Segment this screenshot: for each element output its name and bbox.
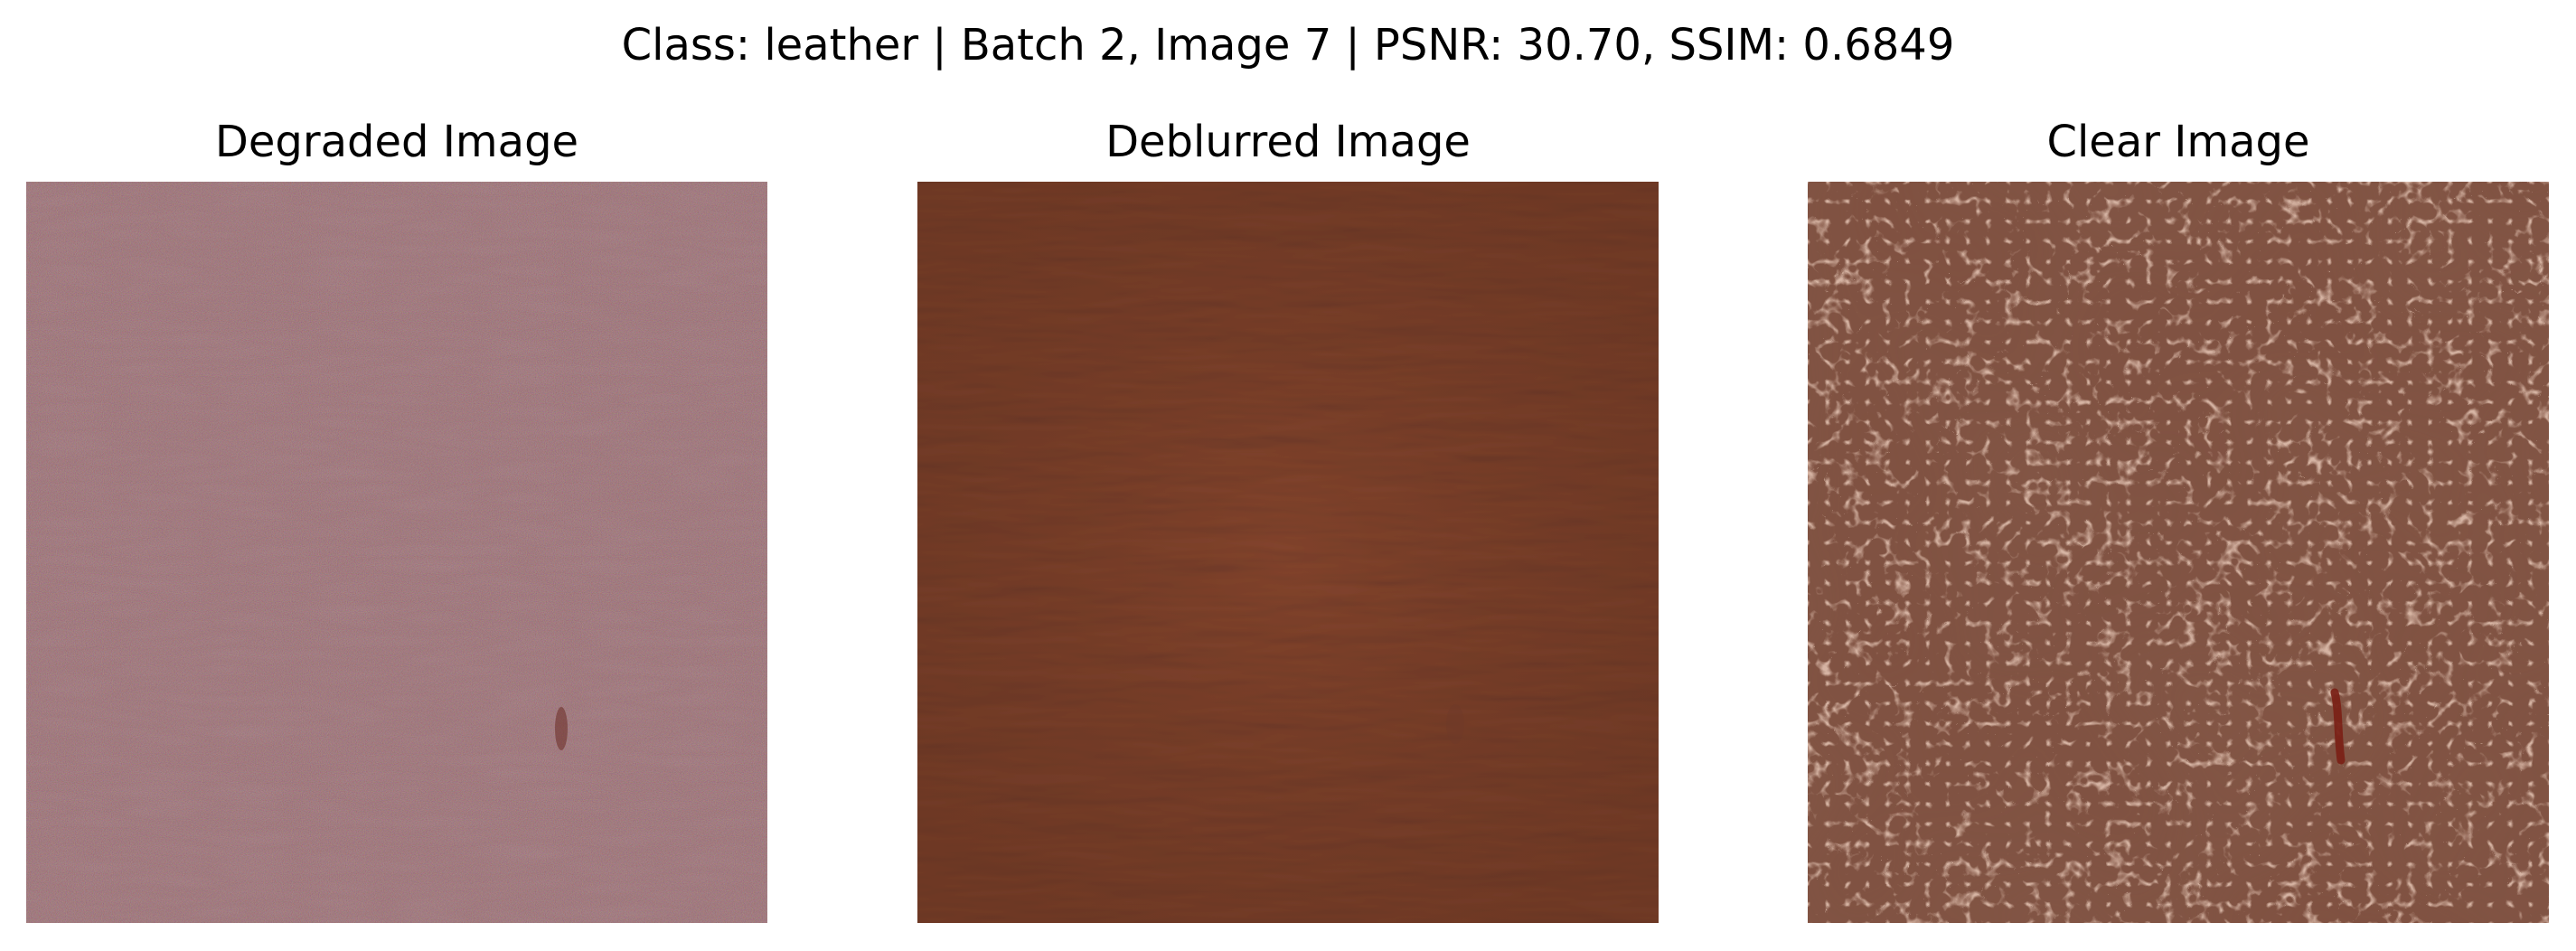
deblurred-image xyxy=(917,182,1659,923)
figure-suptitle: Class: leather | Batch 2, Image 7 | PSNR… xyxy=(621,20,1955,71)
deblurred-leather-texture xyxy=(917,182,1659,923)
clear-image-title: Clear Image xyxy=(2046,117,2310,167)
degraded-image-title: Degraded Image xyxy=(214,117,579,167)
clear-leather-texture xyxy=(1808,182,2549,923)
deblurred-image-title: Deblurred Image xyxy=(1105,117,1471,167)
degraded-image xyxy=(26,182,767,923)
degraded-leather-texture xyxy=(26,182,767,923)
clear-image xyxy=(1808,182,2549,923)
